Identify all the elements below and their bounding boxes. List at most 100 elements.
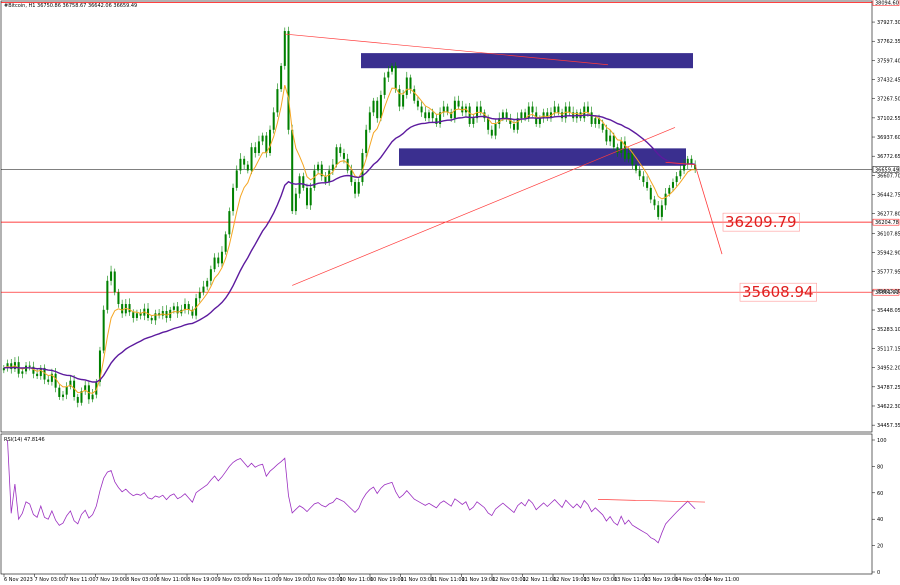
candle-body	[250, 147, 253, 171]
x-tick-label: 13 Nov 11:00	[614, 577, 648, 583]
candle-body	[10, 363, 13, 370]
candle-body	[487, 118, 490, 130]
y-tick-label: 36772.65	[877, 154, 900, 160]
candle-body	[176, 306, 179, 314]
candle-body	[379, 94, 382, 119]
y-tick-label: 35283.10	[877, 327, 900, 333]
level-layer: 36209.79 35608.94 38094.60 36204.78 35601.91…	[1, 0, 900, 302]
candle-body	[675, 176, 678, 183]
candle-body	[265, 135, 268, 154]
upper-trendline	[284, 33, 609, 66]
candle-body	[257, 141, 260, 154]
candle-body	[206, 280, 209, 287]
candle-body	[269, 129, 272, 154]
candle-body	[154, 313, 157, 321]
candle-body	[187, 304, 190, 310]
candle-body	[694, 164, 697, 170]
candle-body	[664, 193, 667, 206]
candle-body	[657, 205, 660, 217]
y-tick-label: 37927.30	[877, 20, 900, 26]
candle-body	[21, 371, 24, 374]
candle-body	[405, 77, 408, 95]
candle-body	[501, 112, 504, 119]
y-tick-label: 36107.85	[877, 231, 900, 237]
candle-body	[494, 123, 497, 136]
x-tick-label: 12 Nov 11:00	[523, 577, 557, 583]
candle-body	[209, 269, 212, 281]
candle-body	[346, 158, 349, 171]
rsi-tick-label: 100	[877, 438, 887, 444]
candle-body	[472, 118, 475, 124]
candle-body	[121, 304, 124, 314]
candle-body	[590, 112, 593, 124]
x-tick-label: 14 Nov 03:00	[675, 577, 709, 583]
candle-body	[524, 112, 527, 119]
candle-body	[413, 89, 416, 101]
candle-body	[520, 112, 523, 119]
y-tick-label: 36442.75	[877, 193, 900, 199]
y-tick-label: 35777.95	[877, 270, 900, 276]
candle-body	[586, 106, 589, 113]
candle-body	[376, 100, 379, 119]
symbol-header: #Bitcoin, H1 36750.86 36758.67 36642.06 …	[4, 3, 137, 9]
y-tick-label: 34787.25	[877, 385, 900, 391]
candle-body	[261, 135, 264, 142]
candle-body	[6, 363, 9, 368]
candle-body	[431, 112, 434, 119]
y-tick-label: 35448.05	[877, 308, 900, 314]
candle-body	[224, 234, 227, 252]
candle-body	[416, 100, 419, 107]
candle-body	[298, 176, 301, 194]
candle-body	[113, 271, 116, 293]
rsi-line	[7, 439, 696, 544]
candle-body	[509, 118, 512, 124]
candle-body	[110, 271, 113, 281]
candle-body	[213, 257, 216, 270]
candle-body	[183, 304, 187, 310]
candle-body	[638, 170, 641, 177]
y-tick-label: 37597.40	[877, 58, 900, 64]
candle-body	[498, 118, 501, 124]
candle-body	[531, 106, 534, 113]
candle-body	[132, 312, 135, 318]
candle-body	[39, 367, 42, 377]
candle-body	[538, 118, 541, 124]
candle-body	[568, 106, 571, 113]
x-tick-label: 8 Nov 11:00	[157, 577, 188, 583]
moving-average-layer	[3, 84, 696, 394]
candle-body	[280, 65, 283, 90]
candle-body	[512, 123, 516, 130]
candle-body	[172, 306, 175, 310]
candle-body	[254, 147, 257, 154]
candle-body	[354, 182, 357, 194]
price-panel-frame	[0, 0, 873, 433]
candle-body	[165, 311, 168, 318]
y-tick-label: 34457.35	[877, 423, 900, 429]
candle-body	[357, 182, 360, 194]
candle-body	[150, 317, 153, 321]
candle-body	[283, 31, 286, 66]
candle-body	[679, 170, 682, 177]
candle-body	[228, 211, 231, 235]
price-tag-label: 35601.91	[875, 290, 899, 296]
candle-body	[202, 286, 205, 293]
candle-body	[620, 141, 623, 154]
candle-body	[450, 112, 453, 119]
level-annotation: 35608.94	[742, 283, 814, 301]
candle-body	[424, 112, 427, 119]
candle-body	[291, 129, 294, 212]
x-tick-label: 11 Nov 03:00	[401, 577, 435, 583]
candle-body	[305, 187, 309, 206]
x-tick-label: 9 Nov 11:00	[248, 577, 279, 583]
fast-ema-line	[3, 84, 696, 394]
candle-body	[98, 350, 101, 382]
y-tick-label: 34622.30	[877, 404, 900, 410]
x-tick-label: 8 Nov 19:00	[187, 577, 218, 583]
candle-body	[139, 313, 142, 316]
candle-body	[43, 367, 46, 380]
candle-body	[106, 280, 109, 310]
candle-body	[439, 112, 442, 124]
x-tick-label: 12 Nov 03:00	[492, 577, 526, 583]
candle-body	[479, 106, 482, 113]
candle-body	[302, 176, 305, 188]
